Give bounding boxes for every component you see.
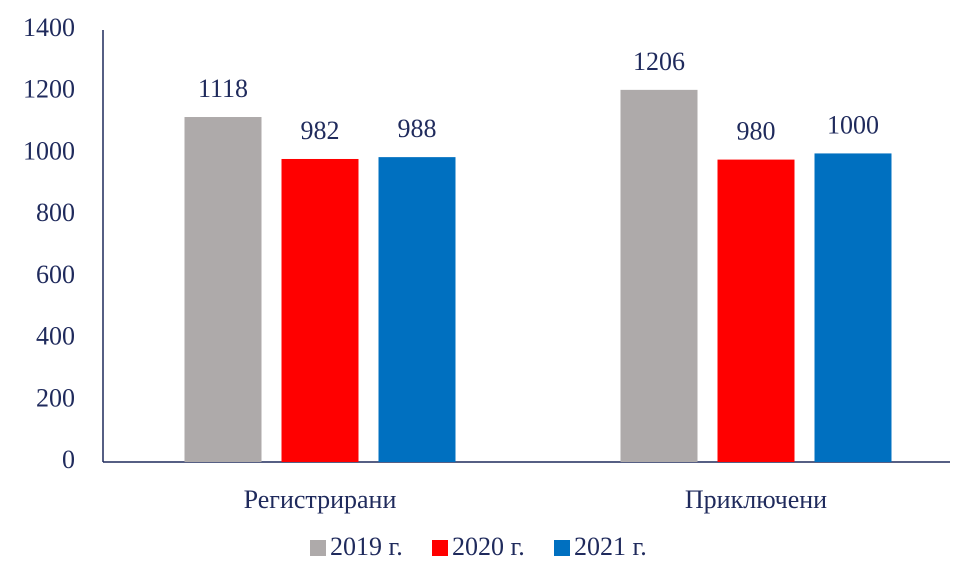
legend-swatch xyxy=(554,540,570,556)
y-tick-label: 800 xyxy=(36,198,75,227)
y-tick-label: 400 xyxy=(36,322,75,351)
bar xyxy=(814,153,892,462)
legend-label: 2019 г. xyxy=(330,532,403,561)
bar xyxy=(281,158,359,463)
data-label: 982 xyxy=(301,116,340,145)
legend-label: 2020 г. xyxy=(452,532,525,561)
bar xyxy=(620,89,698,462)
legend-label: 2021 г. xyxy=(574,532,647,561)
x-tick-label: Регистрирани xyxy=(244,485,397,514)
bar xyxy=(378,157,456,463)
data-label: 980 xyxy=(737,117,776,146)
y-tick-label: 0 xyxy=(62,445,75,474)
y-tick-label: 1400 xyxy=(23,13,75,42)
bar xyxy=(717,159,795,462)
data-label: 1000 xyxy=(827,110,879,139)
data-label: 988 xyxy=(398,114,437,143)
y-tick-label: 600 xyxy=(36,260,75,289)
bar xyxy=(184,117,262,462)
legend-swatch xyxy=(310,540,326,556)
legend-swatch xyxy=(432,540,448,556)
x-tick-label: Приключени xyxy=(685,485,827,514)
data-label: 1206 xyxy=(633,47,685,76)
y-tick-label: 1200 xyxy=(23,75,75,104)
y-tick-label: 1000 xyxy=(23,136,75,165)
data-label: 1118 xyxy=(198,74,248,103)
y-tick-label: 200 xyxy=(36,383,75,412)
